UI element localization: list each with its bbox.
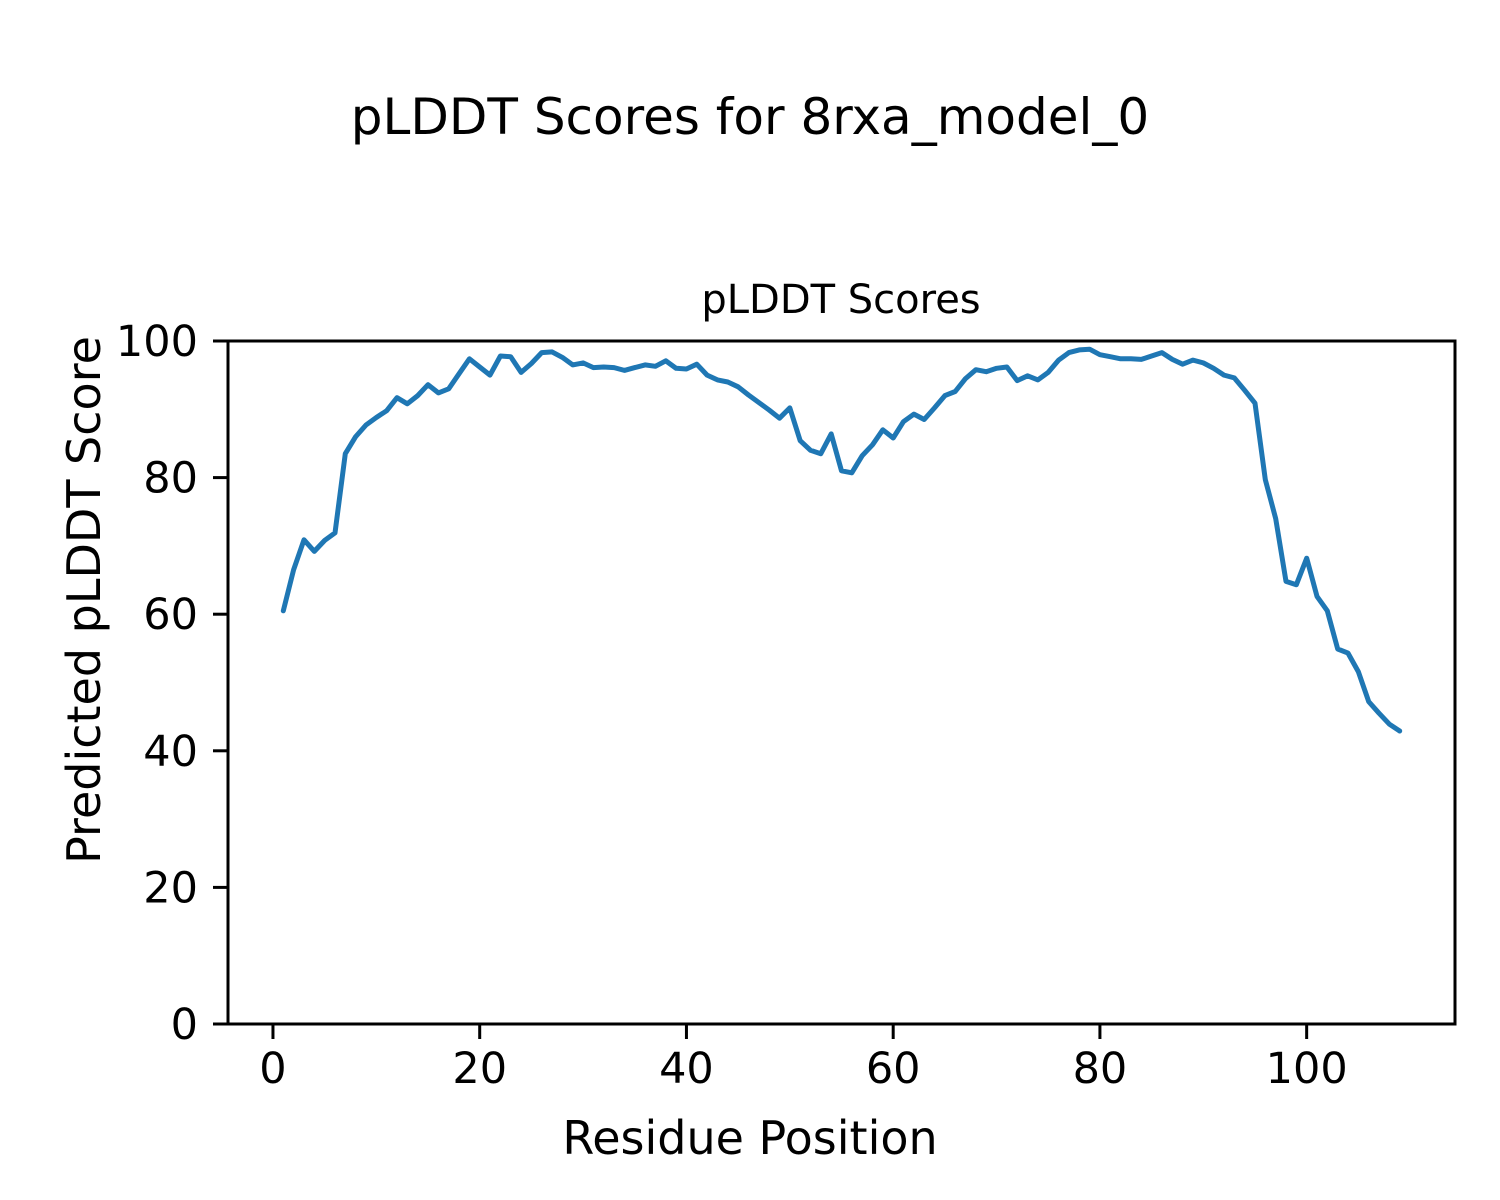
x-tick-label: 40 — [659, 1044, 714, 1094]
y-tick-label: 80 — [143, 454, 198, 504]
y-axis-label: Predicted pLDDT Score — [57, 336, 111, 864]
y-tick-label: 20 — [143, 863, 198, 913]
x-axis-label: Residue Position — [562, 1111, 937, 1165]
tick-marks — [213, 339, 1309, 1039]
axes-spines — [226, 339, 1457, 1026]
x-tick-label: 60 — [866, 1044, 921, 1094]
y-tick-label: 40 — [143, 727, 198, 777]
y-tick-label: 60 — [143, 590, 198, 640]
x-tick-label: 80 — [1073, 1044, 1128, 1094]
x-tick-label: 0 — [259, 1044, 286, 1094]
y-tick-label: 0 — [171, 1000, 198, 1050]
x-tick-label: 100 — [1266, 1044, 1348, 1094]
y-tick-label: 100 — [116, 317, 198, 367]
tick-labels: 0 20 40 60 80 100 0 20 40 60 80 100 — [116, 317, 1348, 1094]
x-tick-label: 20 — [452, 1044, 507, 1094]
axes-title: pLDDT Scores — [701, 277, 980, 323]
figure-suptitle: pLDDT Scores for 8rxa_model_0 — [351, 88, 1149, 146]
plddt-series-line — [280, 346, 1403, 734]
